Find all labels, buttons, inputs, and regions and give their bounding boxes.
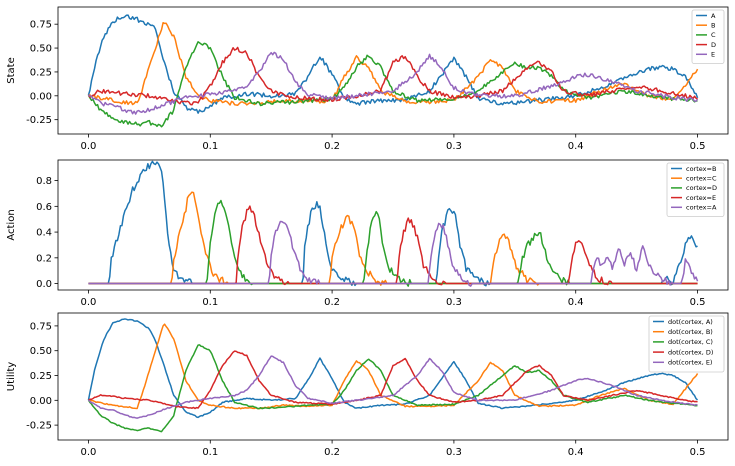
legend-entry: B [711, 22, 715, 30]
y-tick-label: 0.25 [30, 67, 52, 78]
x-tick-label: 0.3 [446, 447, 462, 458]
x-tick-label: 0.4 [568, 141, 584, 152]
legend-box [666, 162, 725, 217]
y-axis-label: State [6, 57, 17, 83]
legend-entry: cortex=A [686, 204, 717, 212]
y-tick-label: 0.75 [30, 321, 52, 332]
legend-box [691, 9, 725, 64]
legend-entry: dot(cortex, A) [668, 318, 713, 326]
legend-entry: dot(cortex, C) [668, 338, 713, 346]
y-tick-label: 0.2 [36, 253, 52, 264]
series-line-5 [87, 355, 698, 419]
y-tick-label: 0.50 [30, 346, 52, 357]
x-tick-label: 0.5 [690, 141, 706, 152]
legend-entry: cortex=C [686, 175, 717, 183]
y-tick-label: 0.25 [30, 371, 52, 382]
x-tick-label: 0.4 [568, 297, 584, 308]
y-tick-label: 0.50 [30, 44, 52, 55]
y-tick-label: -0.25 [26, 115, 52, 126]
y-tick-label: 0.4 [36, 228, 52, 239]
series-line-4 [88, 350, 698, 410]
legend-entry: dot(cortex, B) [668, 328, 713, 336]
series-line-4 [87, 46, 698, 106]
series-lines [87, 14, 699, 128]
series-line-2 [88, 323, 699, 410]
series-line-1 [87, 14, 699, 114]
x-tick-label: 0.5 [690, 447, 706, 458]
y-axis-label: Utility [6, 362, 17, 391]
x-tick-label: 0.0 [81, 297, 97, 308]
x-tick-label: 0.2 [324, 297, 340, 308]
axes-frame [57, 6, 729, 135]
legend-entry: dot(cortex, D) [668, 348, 713, 356]
series-line-5 [88, 220, 699, 287]
subplot-action: 0.0 0.1 0.2 0.3 0.4 0.5 0.0 0.2 0.4 0.6 0.8 Action c… [6, 159, 729, 308]
x-tick-label: 0.1 [202, 297, 218, 308]
series-line-5 [88, 51, 699, 115]
legend-entry: D [711, 41, 716, 49]
legend-entry: dot(cortex, E) [668, 359, 712, 367]
x-tick-label: 0.3 [446, 141, 462, 152]
subplot-state: 0.0 0.1 0.2 0.3 0.4 0.5 -0.25 0.00 0.25 0.50 0.75 S… [6, 6, 729, 152]
x-tick-label: 0.0 [81, 141, 97, 152]
plot-area [58, 7, 728, 134]
subplot-utility: 0.0 0.1 0.2 0.3 0.4 0.5 -0.25 0.00 0.25 0.50 0.75 U… [6, 312, 729, 458]
x-tick-label: 0.0 [81, 447, 97, 458]
y-tick-label: 0.8 [36, 176, 52, 187]
plot-area [58, 160, 728, 290]
legend-entry: cortex=E [686, 194, 716, 202]
series-line-1 [87, 318, 699, 419]
legend-entry: C [711, 31, 716, 39]
plot-area [58, 313, 728, 440]
x-tick-label: 0.2 [324, 141, 340, 152]
y-axis-label: Action [6, 209, 17, 240]
axes-frame [57, 312, 729, 441]
x-tick-label: 0.4 [568, 447, 584, 458]
legend-entry: cortex=B [686, 165, 716, 173]
y-tick-label: 0.75 [30, 20, 52, 31]
legend: dot(cortex, A) dot(cortex, B) dot(cortex, … [648, 315, 725, 373]
y-tick-label: 0.00 [30, 91, 52, 102]
x-tick-label: 0.5 [690, 297, 706, 308]
y-tick-label: 0.6 [36, 202, 52, 213]
y-tick-label: 0.0 [36, 279, 52, 290]
series-lines [88, 160, 699, 287]
legend-entry: A [711, 12, 716, 20]
x-tick-label: 0.1 [202, 141, 218, 152]
legend-box [648, 315, 725, 373]
x-tick-label: 0.3 [446, 297, 462, 308]
axes-frame [57, 159, 729, 291]
x-tick-label: 0.2 [324, 447, 340, 458]
legend-entry: cortex=D [686, 184, 717, 192]
y-tick-label: -0.25 [26, 421, 52, 432]
legend-entry: E [711, 51, 715, 59]
y-tick-label: 0.00 [30, 396, 52, 407]
series-lines [87, 318, 699, 433]
x-tick-label: 0.1 [202, 447, 218, 458]
